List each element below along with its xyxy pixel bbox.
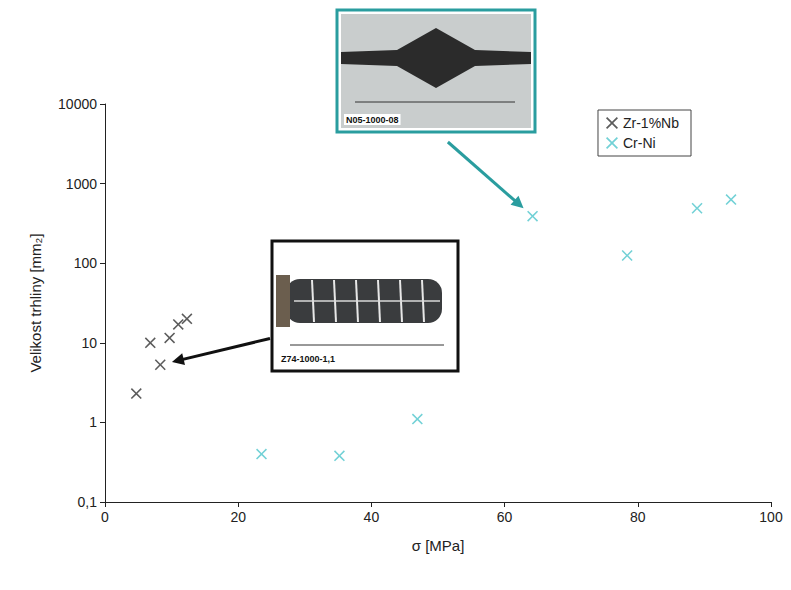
svg-text:Zr-1%Nb: Zr-1%Nb: [623, 115, 679, 131]
svg-text:1: 1: [89, 414, 97, 430]
svg-text:10000: 10000: [58, 96, 97, 112]
svg-text:N05-1000-08: N05-1000-08: [346, 115, 399, 125]
svg-text:Z74-1000-1,1: Z74-1000-1,1: [281, 354, 335, 364]
svg-text:80: 80: [630, 509, 646, 525]
svg-text:0,1: 0,1: [78, 494, 98, 510]
svg-text:10: 10: [81, 335, 97, 351]
svg-text:1000: 1000: [66, 176, 97, 192]
svg-text:0: 0: [101, 509, 109, 525]
svg-text:20: 20: [230, 509, 246, 525]
svg-text:100: 100: [74, 255, 98, 271]
svg-text:Cr-Ni: Cr-Ni: [623, 135, 656, 151]
svg-text:60: 60: [497, 509, 513, 525]
svg-text:40: 40: [364, 509, 380, 525]
svg-text:σ [MPa]: σ [MPa]: [412, 537, 465, 554]
svg-text:Velikost trhliny [mm₂]: Velikost trhliny [mm₂]: [27, 233, 44, 372]
svg-text:100: 100: [759, 509, 783, 525]
